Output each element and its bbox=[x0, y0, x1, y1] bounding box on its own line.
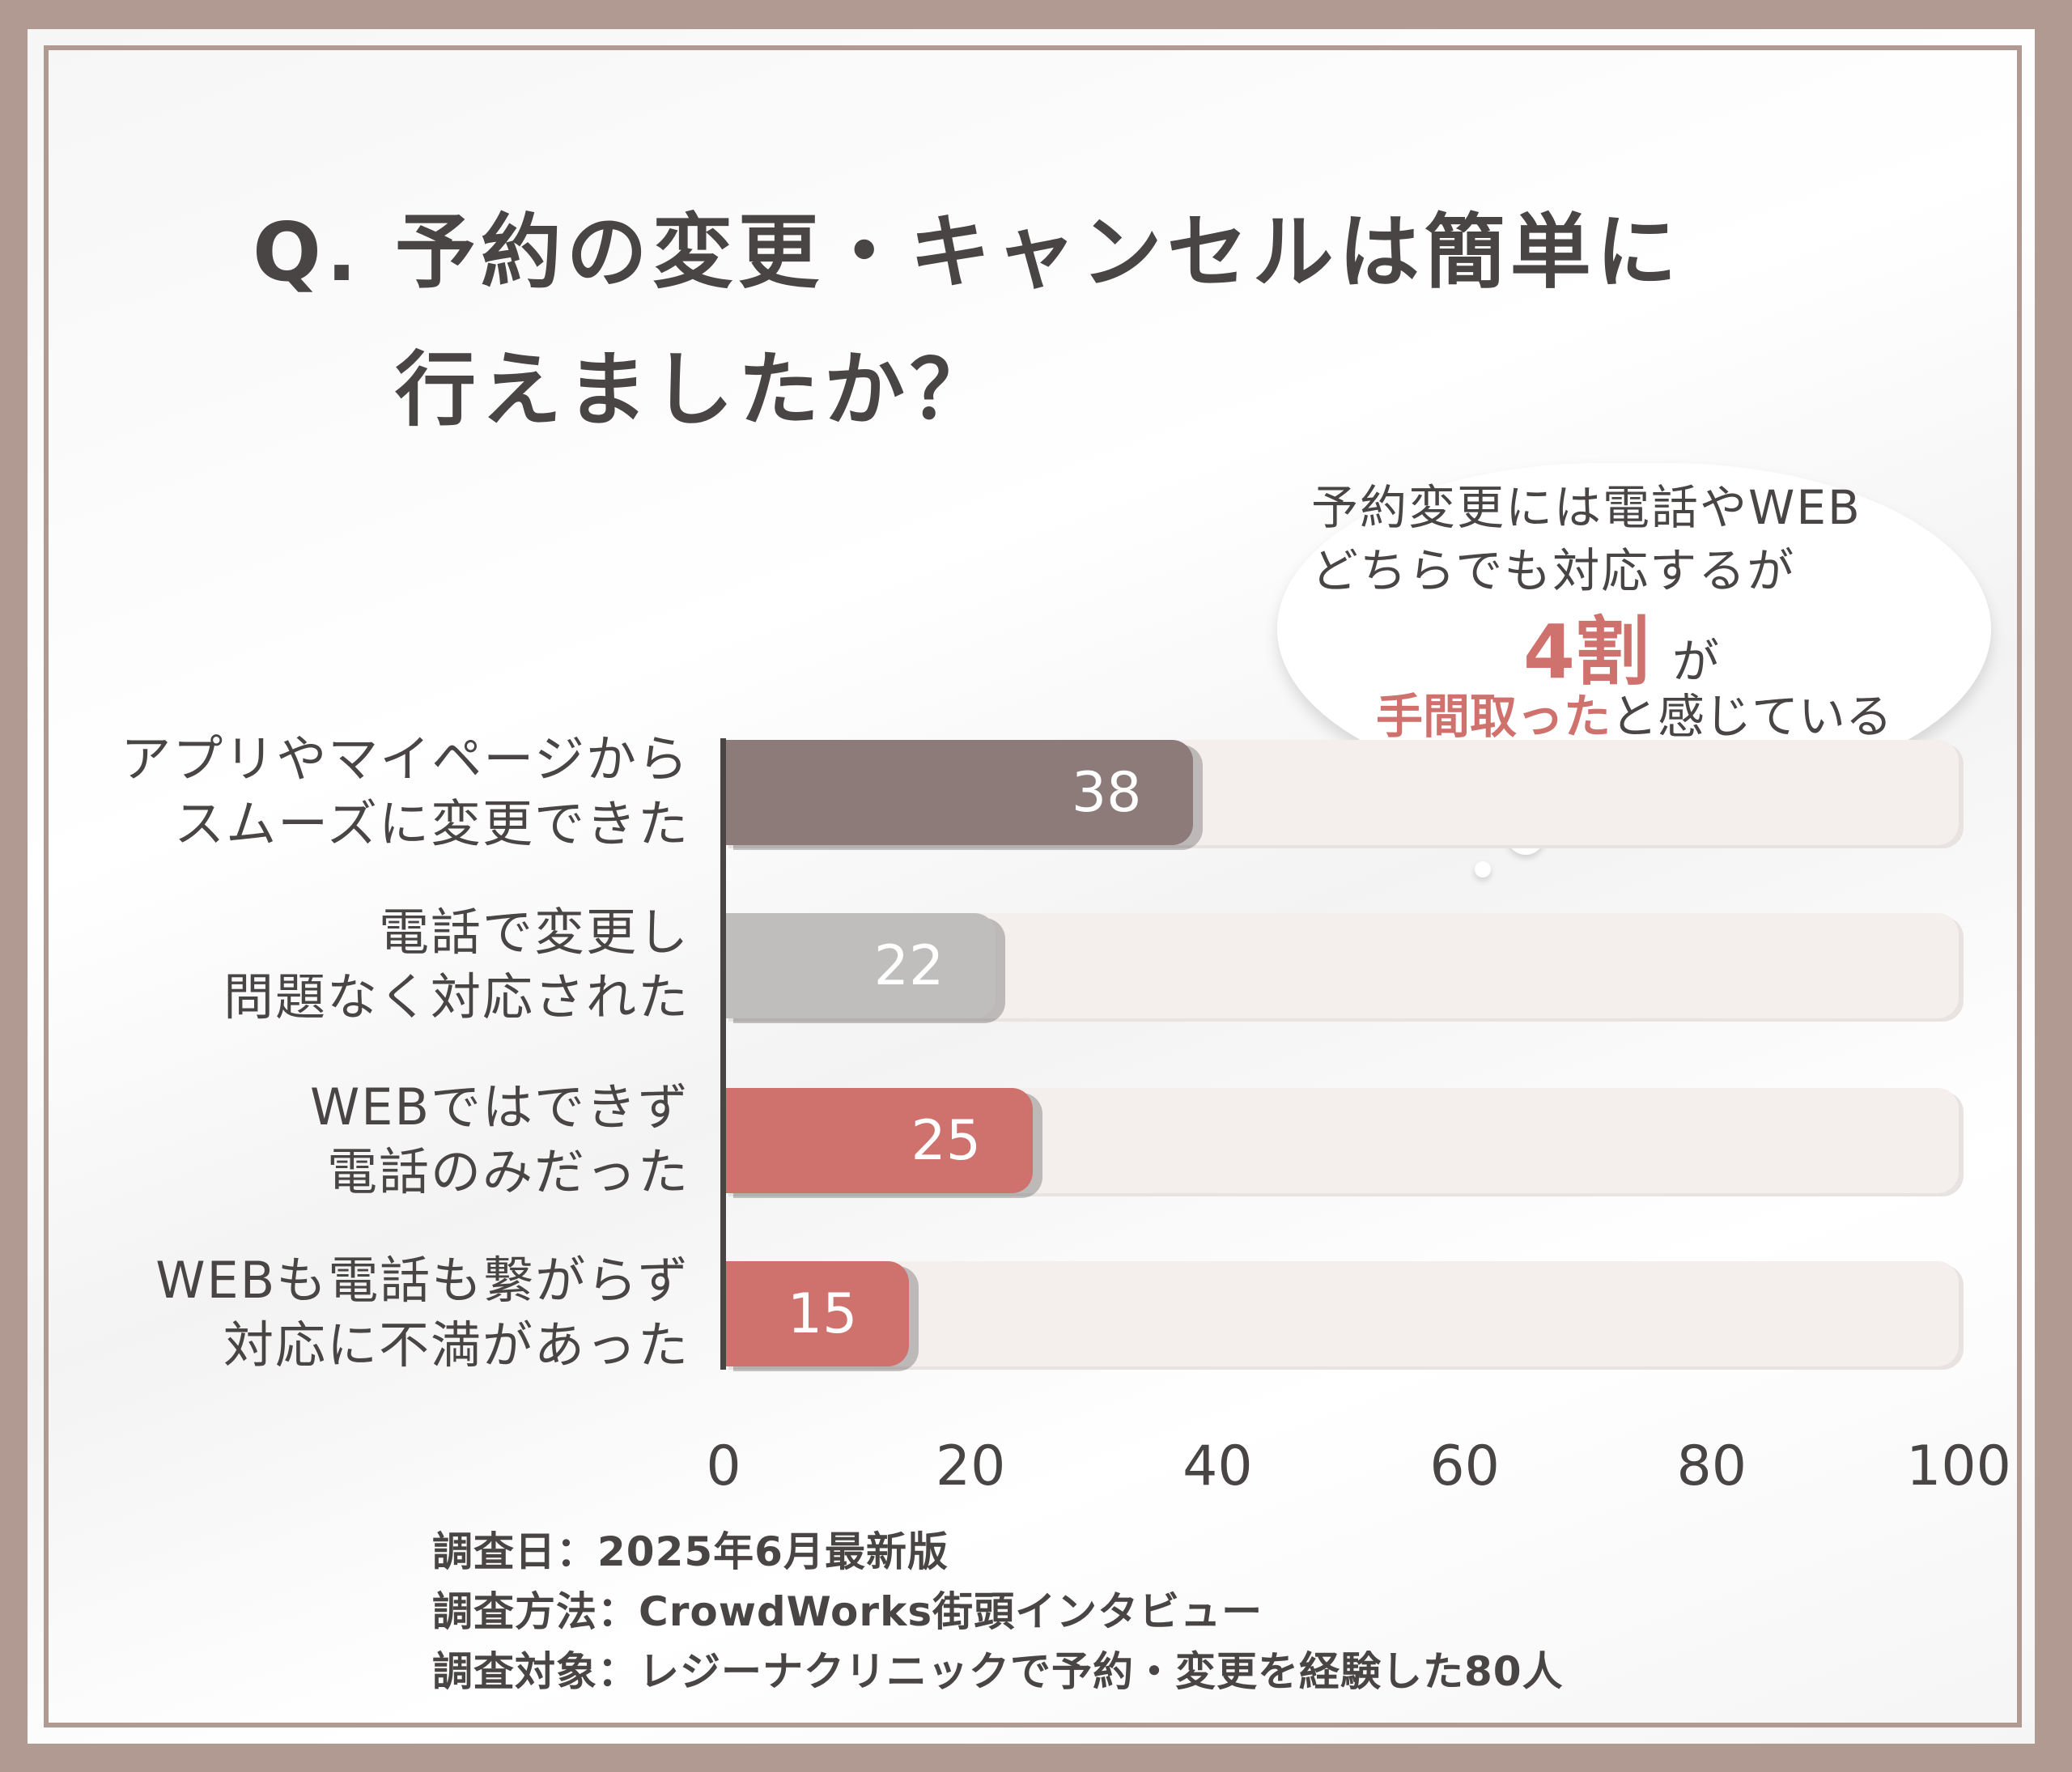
x-tick-label: 60 bbox=[1429, 1434, 1500, 1498]
callout-line1: 予約変更には電話やWEB bbox=[1311, 480, 1862, 535]
category-label: WEBも電話も繋がらず 対応に不満があった bbox=[155, 1251, 690, 1375]
y-axis-line bbox=[720, 738, 726, 1370]
bar bbox=[724, 1261, 909, 1366]
category-label: アプリやマイページから スムーズに変更できた bbox=[121, 729, 690, 853]
callout-bubble bbox=[1277, 463, 1991, 795]
bar-value-label: 15 bbox=[787, 1282, 858, 1346]
bar bbox=[724, 740, 1193, 845]
survey-date: 調査日：2025年6月最新版 bbox=[432, 1528, 949, 1575]
bar bbox=[724, 1088, 1033, 1193]
callout-highlight-suffix: が bbox=[1672, 634, 1720, 689]
bar-value-label: 22 bbox=[873, 934, 945, 998]
chart-title-line2: 行えましたか？ bbox=[395, 342, 996, 437]
survey-target: 調査対象：レジーナクリニックで予約・変更を経験した80人 bbox=[432, 1648, 1564, 1695]
card-border bbox=[44, 45, 2022, 1727]
chart-card bbox=[28, 29, 2035, 1744]
survey-method: 調査方法：CrowdWorks街頭インタビュー bbox=[432, 1588, 1263, 1635]
callout-line4-highlight: 手間取った bbox=[1376, 689, 1611, 744]
x-tick-label: 100 bbox=[1906, 1434, 2011, 1498]
category-label: 電話で変更し 問題なく対応された bbox=[223, 903, 690, 1026]
x-tick-label: 80 bbox=[1676, 1434, 1747, 1498]
callout-line2: どちらでも対応するが bbox=[1311, 543, 1796, 598]
callout-highlight-number: 4割 bbox=[1523, 609, 1650, 695]
callout-line4-rest: と感じている bbox=[1611, 689, 1893, 744]
bar-value-label: 25 bbox=[911, 1109, 982, 1173]
chart-title-line1: Q. 予約の変更・キャンセルは簡単に bbox=[253, 205, 1682, 300]
bar-value-label: 38 bbox=[1071, 761, 1142, 825]
bar-track bbox=[724, 1261, 1959, 1366]
x-tick-label: 0 bbox=[706, 1434, 741, 1498]
callout-dot-small bbox=[1475, 861, 1491, 878]
x-tick-label: 20 bbox=[935, 1434, 1006, 1498]
bar bbox=[724, 913, 996, 1018]
x-tick-label: 40 bbox=[1182, 1434, 1253, 1498]
category-label: WEBではできず 電話のみだった bbox=[309, 1077, 690, 1201]
